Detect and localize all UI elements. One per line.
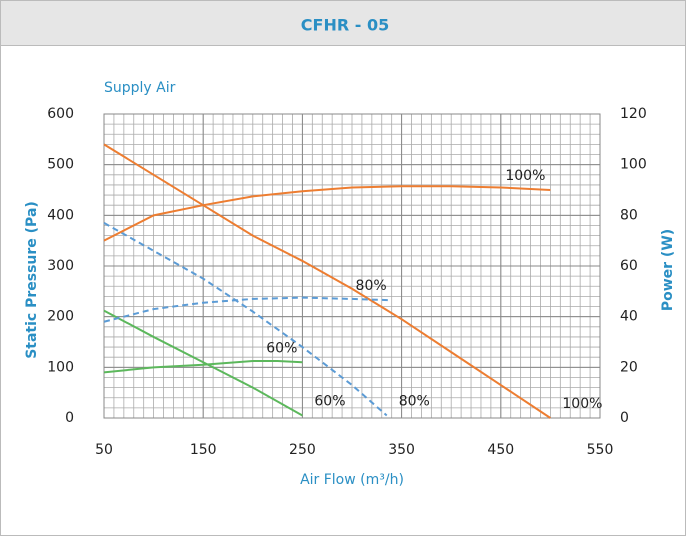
subtitle: Supply Air (104, 80, 176, 96)
y2-tick-label: 0 (620, 410, 629, 426)
y-tick-label: 0 (65, 410, 74, 426)
x-tick-label: 250 (289, 442, 316, 458)
y-tick-label: 600 (47, 106, 74, 122)
series-label: 60% (266, 340, 297, 356)
x-axis-label: Air Flow (m³/h) (300, 472, 404, 488)
chart-title: CFHR - 05 (301, 16, 389, 35)
y2-tick-label: 20 (620, 359, 638, 375)
line (103, 360, 303, 374)
y-tick-label: 400 (47, 207, 74, 223)
series-label: 100% (505, 168, 545, 184)
line (103, 222, 388, 417)
series-label: 100% (562, 396, 602, 412)
series-label: 60% (314, 393, 345, 409)
line (103, 309, 303, 417)
y-tick-label: 500 (47, 157, 74, 173)
y-tick-label: 300 (47, 258, 74, 274)
line (103, 143, 551, 419)
header (0, 0, 686, 46)
x-tick-label: 150 (190, 442, 217, 458)
x-tick-label: 550 (587, 442, 614, 458)
y2-tick-label: 80 (620, 207, 638, 223)
line (103, 296, 392, 323)
y-tick-label: 200 (47, 309, 74, 325)
y-axis-label: Static Pressure (Pa) (24, 201, 40, 359)
line (103, 185, 551, 242)
series-label: 80% (399, 393, 430, 409)
y2-tick-label: 120 (620, 106, 647, 122)
y2-tick-label: 60 (620, 258, 638, 274)
x-tick-label: 50 (95, 442, 113, 458)
y2-axis-label: Power (W) (660, 229, 676, 311)
y2-tick-label: 40 (620, 309, 638, 325)
x-tick-label: 350 (388, 442, 415, 458)
series-label: 80% (356, 278, 387, 294)
plot-border (103, 113, 601, 419)
y2-tick-label: 100 (620, 157, 647, 173)
y-tick-label: 100 (47, 359, 74, 375)
x-tick-label: 450 (487, 442, 514, 458)
